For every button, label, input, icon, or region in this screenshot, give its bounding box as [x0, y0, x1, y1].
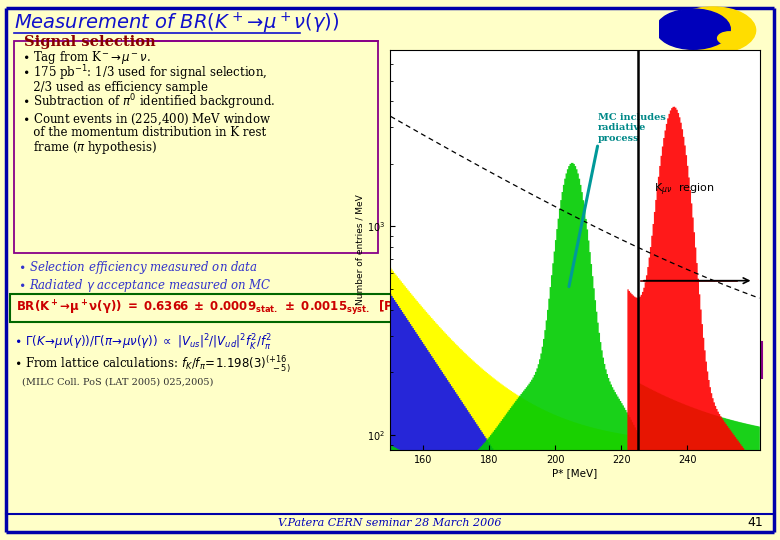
Text: $\mathbf{\mathit{Measurement\ of\ BR(K^+\!\rightarrow\!\mu^+\nu(\gamma))}}$: $\mathbf{\mathit{Measurement\ of\ BR(K^+… [14, 10, 339, 36]
Text: $\bullet$ 175 pb$^{-1}$: 1/3 used for signal selection,: $\bullet$ 175 pb$^{-1}$: 1/3 used for si… [22, 63, 268, 83]
Text: Signal selection: Signal selection [24, 35, 156, 49]
Text: $\bullet$ Count events in (225,400) MeV window: $\bullet$ Count events in (225,400) MeV … [22, 111, 271, 127]
Text: $\bullet$ Tag from K$^-\!\rightarrow\!\mu^-\nu$.: $\bullet$ Tag from K$^-\!\rightarrow\!\m… [22, 49, 151, 65]
Bar [14, 41, 378, 253]
Text: V.Patera CERN seminar 28 March 2006: V.Patera CERN seminar 28 March 2006 [278, 518, 502, 528]
Y-axis label: Number of entries / MeV: Number of entries / MeV [355, 194, 364, 306]
Text: K$_{\mu\nu}$  region: K$_{\mu\nu}$ region [654, 181, 714, 198]
Text: $\bullet$ Subtraction of $\pi^0$ identified background.: $\bullet$ Subtraction of $\pi^0$ identif… [22, 92, 275, 112]
Bar [10, 294, 606, 322]
Text: 2/3 used as efficiency sample: 2/3 used as efficiency sample [22, 80, 208, 93]
Text: $\bullet\ \Gamma(K\!\rightarrow\!\mu\nu(\gamma))/\Gamma(\pi\!\rightarrow\!\mu\nu: $\bullet\ \Gamma(K\!\rightarrow\!\mu\nu(… [14, 333, 271, 353]
Text: $|V_{us}|/|V_{ud}|\!=\!0.2294\pm 0.0026$: $|V_{us}|/|V_{ud}|\!=\!0.2294\pm 0.0026$ [502, 351, 695, 369]
Text: frame ($\pi$ hypothesis): frame ($\pi$ hypothesis) [22, 138, 157, 156]
Text: 41: 41 [747, 516, 763, 530]
Circle shape [656, 9, 730, 49]
Circle shape [670, 7, 756, 53]
Bar [434, 342, 762, 378]
Text: $\mathbf{BR(K^+\!\rightarrow\!\mu^+\nu(\gamma))\ =\ 0.6366\ \pm\ 0.0009_{stat.}\: $\mathbf{BR(K^+\!\rightarrow\!\mu^+\nu(\… [16, 298, 491, 318]
Text: $\bullet$ Selection efficiency measured on data: $\bullet$ Selection efficiency measured … [18, 260, 258, 276]
Text: $\bullet$ Radiated $\gamma$ acceptance measured on MC: $\bullet$ Radiated $\gamma$ acceptance m… [18, 276, 271, 294]
Circle shape [718, 32, 741, 44]
Text: MC includes
radiative
process: MC includes radiative process [598, 113, 666, 143]
Text: $\bullet$ From lattice calculations: $f_K/f_\pi\!=\!1.198(3)^{(+16}_{\ \ -5)}$: $\bullet$ From lattice calculations: $f_… [14, 353, 291, 375]
Text: (MILC Coll. PoS (LAT 2005) 025,2005): (MILC Coll. PoS (LAT 2005) 025,2005) [22, 377, 214, 387]
X-axis label: P* [MeV]: P* [MeV] [552, 468, 597, 478]
Text: of the momentum distribution in K rest: of the momentum distribution in K rest [22, 126, 266, 139]
